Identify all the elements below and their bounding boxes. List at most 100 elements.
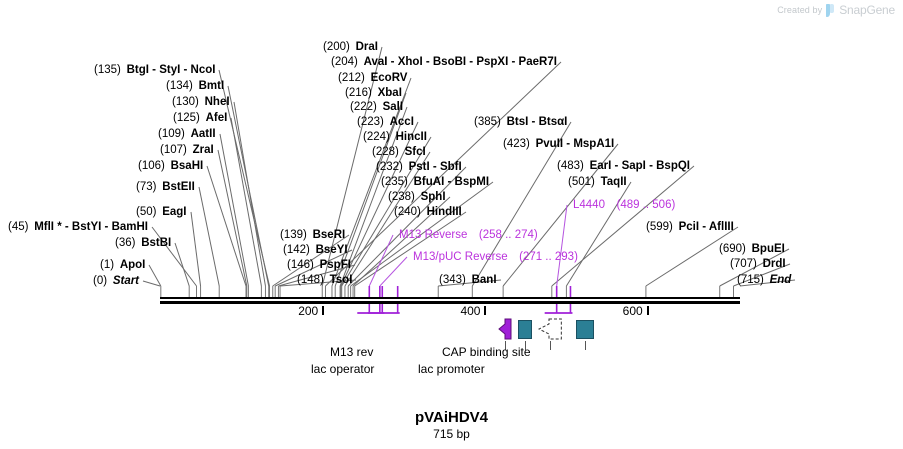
- label-position: (216): [345, 87, 372, 99]
- label-name: EagI: [162, 206, 187, 218]
- enzyme-label-bani[interactable]: (343) BanI: [439, 274, 497, 287]
- enzyme-label-eagi[interactable]: (50) EagI: [136, 206, 187, 219]
- label-position: (36): [115, 237, 136, 249]
- label-name: TsoI: [329, 274, 353, 286]
- label-name: PvuII: [535, 138, 564, 150]
- label-name: XhoI: [397, 56, 423, 68]
- enzyme-label-drai[interactable]: (200) DraI: [323, 41, 378, 54]
- enzyme-label-hindiii[interactable]: (240) HindIII: [394, 206, 462, 219]
- sequence-backbone: [160, 297, 740, 304]
- enzyme-label-xbai[interactable]: (216) XbaI: [345, 87, 402, 100]
- enzyme-label-bstbi[interactable]: (36) BstBI: [115, 237, 171, 250]
- feature-track-label-lac-operator[interactable]: lac operator: [311, 362, 375, 376]
- feature-label-l4440[interactable]: L4440 (489 .. 506): [573, 199, 675, 212]
- label-position: (224): [363, 131, 390, 143]
- label-separator: -: [466, 56, 477, 68]
- label-position: (148): [297, 274, 324, 286]
- enzyme-label-bpuei[interactable]: (690) BpuEI: [719, 243, 785, 256]
- feature-track-label-m13-rev[interactable]: M13 rev: [330, 345, 374, 359]
- feature-connector-lac-operator: [524, 341, 526, 350]
- watermark-brand: SnapGene: [839, 3, 895, 17]
- enzyme-label-hincii[interactable]: (224) HincII: [363, 131, 427, 144]
- feature-label-m13-reverse[interactable]: M13 Reverse (258 .. 274): [399, 229, 538, 242]
- enzyme-label-pvuii[interactable]: (423) PvuII - MspA1I: [503, 138, 614, 151]
- enzyme-label-pspfi[interactable]: (146) PspFI: [287, 259, 351, 272]
- label-separator: -: [645, 160, 657, 172]
- label-position: (385): [474, 116, 501, 128]
- enzyme-label-bseri[interactable]: (139) BseRI: [280, 229, 345, 242]
- enzyme-label-end[interactable]: (715) End: [737, 274, 791, 287]
- label-name: SalI: [382, 101, 404, 113]
- enzyme-label-nhei[interactable]: (130) NheI: [172, 96, 230, 109]
- label-position: (73): [136, 181, 157, 193]
- label-position: (228): [372, 146, 399, 158]
- plasmid-size: 715 bp: [433, 427, 470, 441]
- enzyme-label-btgi[interactable]: (135) BtgI - StyI - NcoI: [94, 64, 215, 77]
- enzyme-label-btsi[interactable]: (385) BtsI - BtsαI: [474, 116, 567, 129]
- enzyme-label-tsoi[interactable]: (148) TsoI: [297, 274, 352, 287]
- enzyme-label-bfuai[interactable]: (235) BfuAI - BspMI: [381, 176, 489, 189]
- feature-label-m13-puc-reverse[interactable]: M13/pUC Reverse (271 .. 293): [413, 251, 578, 264]
- enzyme-label-ecorv[interactable]: (212) EcoRV: [338, 72, 407, 85]
- enzyme-label-sfci[interactable]: (228) SfcI: [372, 146, 426, 159]
- feature-shape-cap-binding-site[interactable]: [576, 320, 594, 339]
- enzyme-label-start[interactable]: (0) Start: [93, 275, 139, 288]
- label-position: (238): [388, 191, 415, 203]
- enzyme-label-mfli[interactable]: (45) MflI * - BstYI - BamHI: [8, 221, 148, 234]
- enzyme-label-drdi[interactable]: (707) DrdI: [730, 258, 786, 271]
- label-position: (235): [381, 176, 408, 188]
- label-name: BseYI: [315, 244, 348, 256]
- enzyme-label-bsahi[interactable]: (106) BsaHI: [138, 160, 203, 173]
- enzyme-label-zrai[interactable]: (107) ZraI: [160, 144, 214, 157]
- feature-shape-lac-operator[interactable]: [517, 320, 532, 339]
- label-name: BsoBI: [432, 56, 467, 68]
- enzyme-label-avai[interactable]: (204) AvaI - XhoI - BsoBI - PspXI - PaeR…: [331, 56, 557, 69]
- feature-track-label-cap-binding-site[interactable]: CAP binding site: [442, 345, 531, 359]
- watermark-prefix: Created by: [777, 5, 823, 15]
- label-name: NheI: [204, 96, 230, 108]
- label-name: AfeI: [205, 112, 228, 124]
- label-position: (423): [503, 138, 530, 150]
- label-separator: -: [429, 161, 440, 173]
- feature-shape-lac-promoter[interactable]: [537, 318, 562, 340]
- enzyme-label-sali[interactable]: (222) SalI: [350, 101, 403, 114]
- feature-shape-m13-rev[interactable]: [498, 318, 512, 340]
- label-position: (483): [557, 160, 584, 172]
- label-name: PstI: [408, 161, 430, 173]
- label-position: (222): [350, 101, 377, 113]
- enzyme-label-taqii[interactable]: (501) TaqII: [568, 176, 627, 189]
- enzyme-label-bmti[interactable]: (134) BmtI: [166, 80, 224, 93]
- label-position: (232): [376, 161, 403, 173]
- enzyme-label-afei[interactable]: (125) AfeI: [173, 112, 227, 125]
- plasmid-name: pVAiHDV4: [414, 409, 489, 426]
- ruler-tick-400: [484, 306, 487, 315]
- enzyme-label-psti[interactable]: (232) PstI - SbfI: [376, 161, 462, 174]
- label-position: (109): [158, 128, 185, 140]
- feature-track-label-lac-promoter[interactable]: lac promoter: [418, 362, 485, 376]
- enzyme-label-acci[interactable]: (223) AccI: [357, 116, 414, 129]
- label-name: Start: [112, 275, 140, 287]
- label-name: BspMI: [454, 176, 490, 188]
- label-position: (50): [136, 206, 157, 218]
- enzyme-label-pcii[interactable]: (599) PciI - AflIII: [646, 221, 734, 234]
- label-name: SapI: [621, 160, 646, 172]
- enzyme-label-aatii[interactable]: (109) AatII: [158, 128, 216, 141]
- label-name: BstBI: [141, 237, 172, 249]
- label-separator: -: [699, 221, 709, 233]
- backbone-inner-line: [160, 299, 740, 301]
- label-name: MflI *: [34, 221, 62, 233]
- enzyme-label-eari[interactable]: (483) EarI - SapI - BspQI: [557, 160, 690, 173]
- enzyme-label-apoi[interactable]: (1) ApoI: [100, 259, 145, 272]
- enzyme-label-sphi[interactable]: (238) SphI: [388, 191, 446, 204]
- ruler-label-400: 400: [460, 304, 481, 318]
- enzyme-label-bseyi[interactable]: (142) BseYI: [283, 244, 348, 257]
- label-name: BseRI: [312, 229, 346, 241]
- label-separator: -: [387, 56, 398, 68]
- label-name: M13/pUC Reverse: [413, 251, 508, 263]
- label-separator: -: [611, 160, 622, 172]
- label-separator: -: [422, 56, 433, 68]
- label-name: SbfI: [439, 161, 462, 173]
- label-name: PspXI: [476, 56, 509, 68]
- enzyme-label-bsteii[interactable]: (73) BstEII: [136, 181, 195, 194]
- label-separator: -: [528, 116, 539, 128]
